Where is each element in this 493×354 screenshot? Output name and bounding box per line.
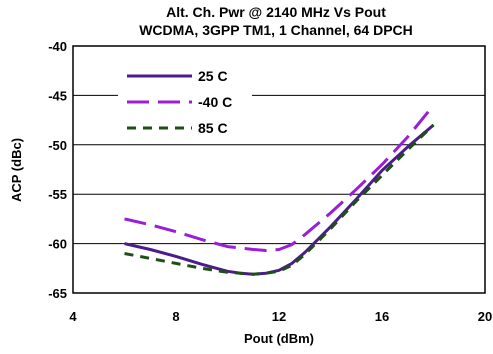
grid (73, 94, 485, 245)
x-axis-label: Pout (dBm) (244, 331, 314, 346)
y-axis-label: ACP (dBc) (9, 138, 24, 202)
legend: 25 C -40 C 85 C (118, 66, 252, 136)
y-tick-label: -55 (48, 187, 67, 202)
x-tick-label: 12 (272, 309, 286, 324)
series-line (124, 123, 435, 276)
y-tick-label: -65 (48, 286, 67, 301)
x-tick-label: 20 (478, 309, 492, 324)
chart-title-line2: WCDMA, 3GPP TM1, 1 Channel, 64 DPCH (139, 22, 413, 38)
x-tick-label: 4 (69, 309, 77, 324)
series (124, 104, 435, 276)
chart-title-line1: Alt. Ch. Pwr @ 2140 MHz Vs Pout (166, 4, 386, 20)
legend-label: -40 C (198, 94, 232, 110)
series-line (124, 104, 435, 252)
y-tick-label: -50 (48, 138, 67, 153)
series-line (124, 123, 435, 276)
legend-label: 85 C (198, 120, 228, 136)
x-tick-label: 16 (375, 309, 389, 324)
tick-labels: -40 -45 -50 -55 -60 -654 8 12 16 20 (48, 39, 492, 324)
y-tick-label: -60 (48, 237, 67, 252)
y-tick-label: -40 (48, 39, 67, 54)
y-tick-label: -45 (48, 88, 67, 103)
legend-label: 25 C (198, 68, 228, 84)
x-tick-label: 8 (172, 309, 179, 324)
plot-frame (72, 45, 486, 294)
